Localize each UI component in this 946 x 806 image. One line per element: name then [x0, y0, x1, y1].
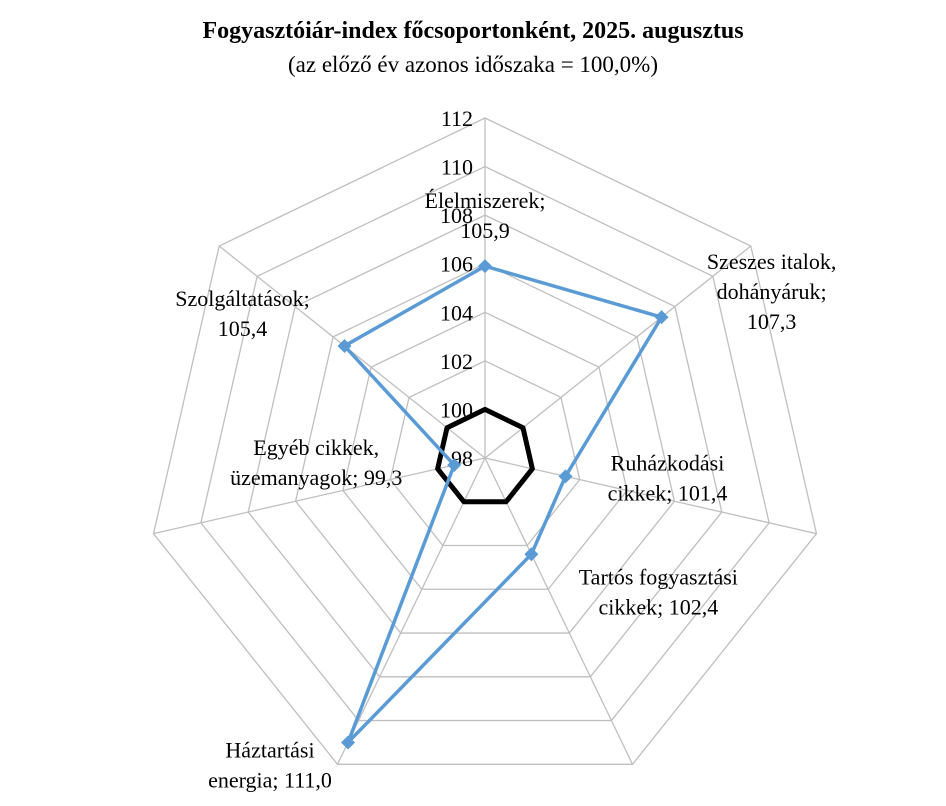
- chart-title: Fogyasztóiár-index főcsoportonként, 2025…: [202, 18, 744, 44]
- axis-spoke: [484, 457, 817, 535]
- data-point: [341, 735, 356, 750]
- data-point: [654, 310, 669, 325]
- data-point: [478, 259, 492, 274]
- data-labels: Élelmiszerek; 105,9 Szeszes italok, dohányá…: [175, 188, 836, 792]
- data-label: Ruházkodási cikkek; 101,4: [608, 450, 728, 505]
- gridline-106: [294, 262, 676, 634]
- data-point: [524, 547, 539, 562]
- gridline-104: [342, 311, 628, 590]
- data-label: Háztartási energia; 111,0: [208, 737, 332, 792]
- tick-label: 110: [441, 155, 473, 180]
- reference-line-100: [435, 406, 535, 505]
- series-line: [342, 264, 664, 745]
- data-point: [558, 469, 573, 484]
- gridline-110: [200, 165, 770, 722]
- data-point: [447, 458, 462, 473]
- data-label: Szolgáltatások; 105,4: [175, 286, 309, 341]
- gridline-108: [247, 214, 723, 678]
- tick-label: 108: [440, 203, 473, 228]
- radar-grid: [152, 117, 818, 765]
- data-series: [337, 259, 669, 750]
- data-point: [337, 338, 352, 353]
- axis-spoke: [484, 245, 752, 459]
- reference-series: [435, 406, 535, 505]
- data-label: Egyéb cikkek, üzemanyagok; 99,3: [230, 435, 402, 490]
- tick-label: 106: [440, 252, 473, 277]
- radar-axes: [153, 118, 817, 765]
- gridline-112: [152, 117, 818, 765]
- data-label: Élelmiszerek; 105,9: [425, 188, 546, 243]
- data-label: Szeszes italok, dohányáruk; 107,3: [707, 249, 837, 334]
- tick-label: 104: [440, 300, 473, 325]
- data-label: Tartós fogyasztási cikkek; 102,4: [579, 564, 738, 619]
- chart-subtitle: (az előző év azonos időszaka = 100,0%): [288, 52, 658, 77]
- axis-spoke: [484, 457, 634, 765]
- axis-spoke: [153, 457, 486, 535]
- axis-spoke: [336, 457, 486, 765]
- tick-label: 102: [440, 349, 473, 374]
- tick-label: 112: [441, 106, 473, 131]
